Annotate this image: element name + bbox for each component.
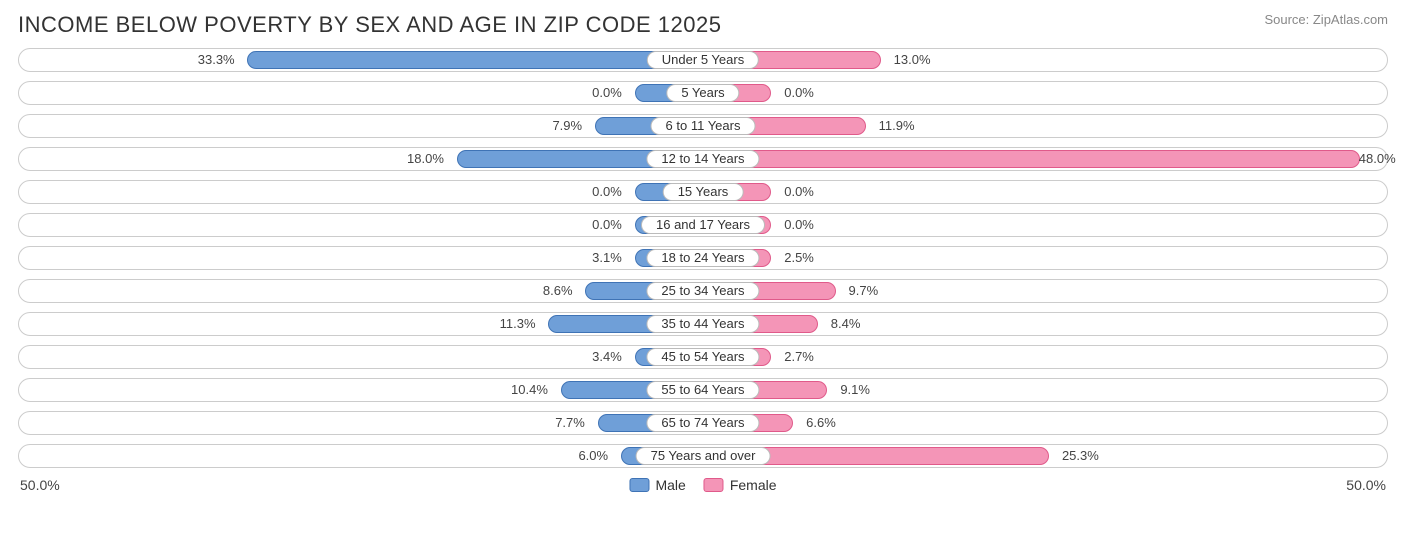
chart-row: 8.6% 9.7% 25 to 34 Years bbox=[18, 279, 1388, 303]
category-label: 35 to 44 Years bbox=[646, 315, 759, 333]
chart-row: 11.3% 8.4% 35 to 44 Years bbox=[18, 312, 1388, 336]
female-value-label: 9.1% bbox=[840, 379, 870, 403]
category-label: 15 Years bbox=[663, 183, 744, 201]
female-value-label: 8.4% bbox=[831, 313, 861, 337]
male-value-label: 0.0% bbox=[592, 214, 622, 238]
female-value-label: 2.7% bbox=[784, 346, 814, 370]
legend-male: Male bbox=[629, 477, 685, 493]
male-value-label: 10.4% bbox=[511, 379, 548, 403]
male-value-label: 18.0% bbox=[407, 148, 444, 172]
male-value-label: 7.7% bbox=[555, 412, 585, 436]
category-label: 6 to 11 Years bbox=[651, 117, 756, 135]
category-label: 5 Years bbox=[666, 84, 739, 102]
male-value-label: 0.0% bbox=[592, 82, 622, 106]
male-value-label: 6.0% bbox=[578, 445, 608, 469]
male-bar bbox=[247, 51, 703, 69]
diverging-bar-chart: 33.3% 13.0% Under 5 Years 0.0% 0.0% 5 Years 7.… bbox=[18, 48, 1388, 468]
category-label: 12 to 14 Years bbox=[646, 150, 759, 168]
male-value-label: 11.3% bbox=[500, 313, 536, 337]
axis-row: 50.0% Male Female 50.0% bbox=[18, 477, 1388, 499]
category-label: 25 to 34 Years bbox=[646, 282, 759, 300]
male-value-label: 3.4% bbox=[592, 346, 622, 370]
legend: Male Female bbox=[629, 477, 776, 493]
axis-max-right: 50.0% bbox=[1346, 477, 1386, 493]
male-value-label: 7.9% bbox=[552, 115, 582, 139]
female-value-label: 9.7% bbox=[849, 280, 879, 304]
female-value-label: 48.0% bbox=[1359, 148, 1396, 172]
chart-row: 18.0%48.0%12 to 14 Years bbox=[18, 147, 1388, 171]
female-value-label: 0.0% bbox=[784, 214, 814, 238]
legend-swatch-female bbox=[704, 478, 724, 492]
category-label: 45 to 54 Years bbox=[646, 348, 759, 366]
male-value-label: 0.0% bbox=[592, 181, 622, 205]
chart-row: 7.7% 6.6% 65 to 74 Years bbox=[18, 411, 1388, 435]
female-bar bbox=[703, 150, 1360, 168]
male-value-label: 8.6% bbox=[543, 280, 573, 304]
female-value-label: 6.6% bbox=[806, 412, 836, 436]
legend-female: Female bbox=[704, 477, 777, 493]
chart-title: INCOME BELOW POVERTY BY SEX AND AGE IN Z… bbox=[18, 12, 721, 38]
female-value-label: 13.0% bbox=[894, 49, 931, 73]
legend-label-female: Female bbox=[730, 477, 777, 493]
chart-row: 10.4% 9.1% 55 to 64 Years bbox=[18, 378, 1388, 402]
category-label: 18 to 24 Years bbox=[646, 249, 759, 267]
chart-row: 7.9% 11.9% 6 to 11 Years bbox=[18, 114, 1388, 138]
chart-row: 0.0% 0.0% 15 Years bbox=[18, 180, 1388, 204]
chart-row: 33.3% 13.0% Under 5 Years bbox=[18, 48, 1388, 72]
chart-row: 3.4% 2.7% 45 to 54 Years bbox=[18, 345, 1388, 369]
female-value-label: 11.9% bbox=[879, 115, 915, 139]
male-value-label: 33.3% bbox=[198, 49, 235, 73]
chart-row: 0.0% 0.0% 5 Years bbox=[18, 81, 1388, 105]
legend-swatch-male bbox=[629, 478, 649, 492]
female-value-label: 25.3% bbox=[1062, 445, 1099, 469]
chart-row: 0.0% 0.0% 16 and 17 Years bbox=[18, 213, 1388, 237]
source-attribution: Source: ZipAtlas.com bbox=[1264, 12, 1388, 27]
male-value-label: 3.1% bbox=[592, 247, 622, 271]
female-value-label: 0.0% bbox=[784, 82, 814, 106]
legend-label-male: Male bbox=[655, 477, 685, 493]
category-label: Under 5 Years bbox=[647, 51, 759, 69]
category-label: 16 and 17 Years bbox=[641, 216, 765, 234]
axis-max-left: 50.0% bbox=[20, 477, 60, 493]
chart-row: 3.1% 2.5% 18 to 24 Years bbox=[18, 246, 1388, 270]
female-value-label: 0.0% bbox=[784, 181, 814, 205]
chart-row: 6.0% 25.3% 75 Years and over bbox=[18, 444, 1388, 468]
category-label: 55 to 64 Years bbox=[646, 381, 759, 399]
category-label: 65 to 74 Years bbox=[646, 414, 759, 432]
category-label: 75 Years and over bbox=[636, 447, 771, 465]
female-value-label: 2.5% bbox=[784, 247, 814, 271]
